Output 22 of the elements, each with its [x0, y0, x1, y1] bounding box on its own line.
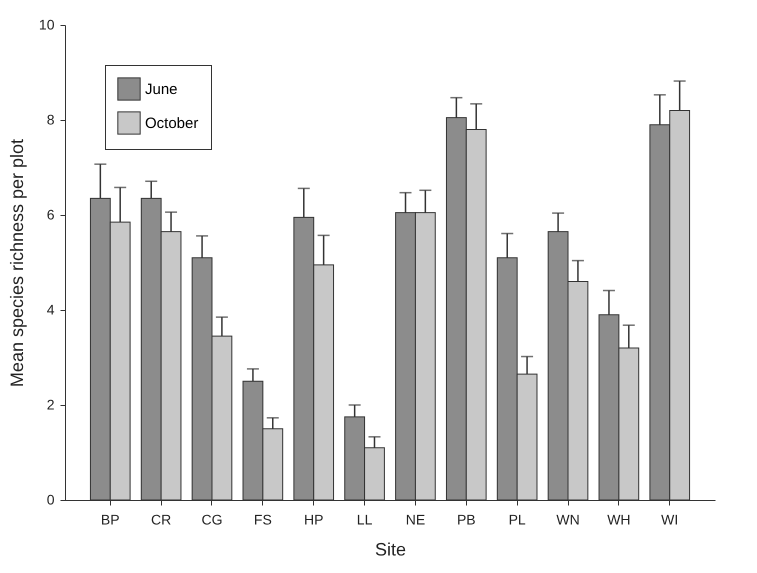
x-tick-label: WI	[661, 512, 678, 528]
x-tick-label: WN	[556, 512, 580, 528]
y-tick-label: 2	[46, 396, 55, 412]
y-tick-label: 0	[46, 492, 55, 508]
legend-label: October	[145, 115, 198, 132]
x-tick-label: FS	[254, 512, 272, 528]
x-tick-label: BP	[100, 512, 120, 528]
legend-label: June	[145, 81, 178, 98]
x-tick-label: WH	[607, 512, 631, 528]
x-tick-label: PB	[456, 512, 476, 528]
x-axis-title: Site	[374, 540, 406, 560]
x-tick-label: PL	[508, 512, 526, 528]
x-tick-label: CR	[151, 512, 172, 528]
x-tick-label: NE	[406, 512, 426, 528]
x-tick-label: CG	[201, 512, 222, 528]
x-tick-label: LL	[356, 512, 373, 528]
y-tick-label: 10	[38, 16, 55, 32]
x-tick-label: HP	[304, 512, 324, 528]
y-tick-label: 4	[46, 302, 55, 318]
y-axis-title: Mean species richness per plot	[6, 138, 27, 388]
y-tick-label: 8	[46, 112, 55, 128]
y-tick-label: 6	[46, 206, 55, 222]
